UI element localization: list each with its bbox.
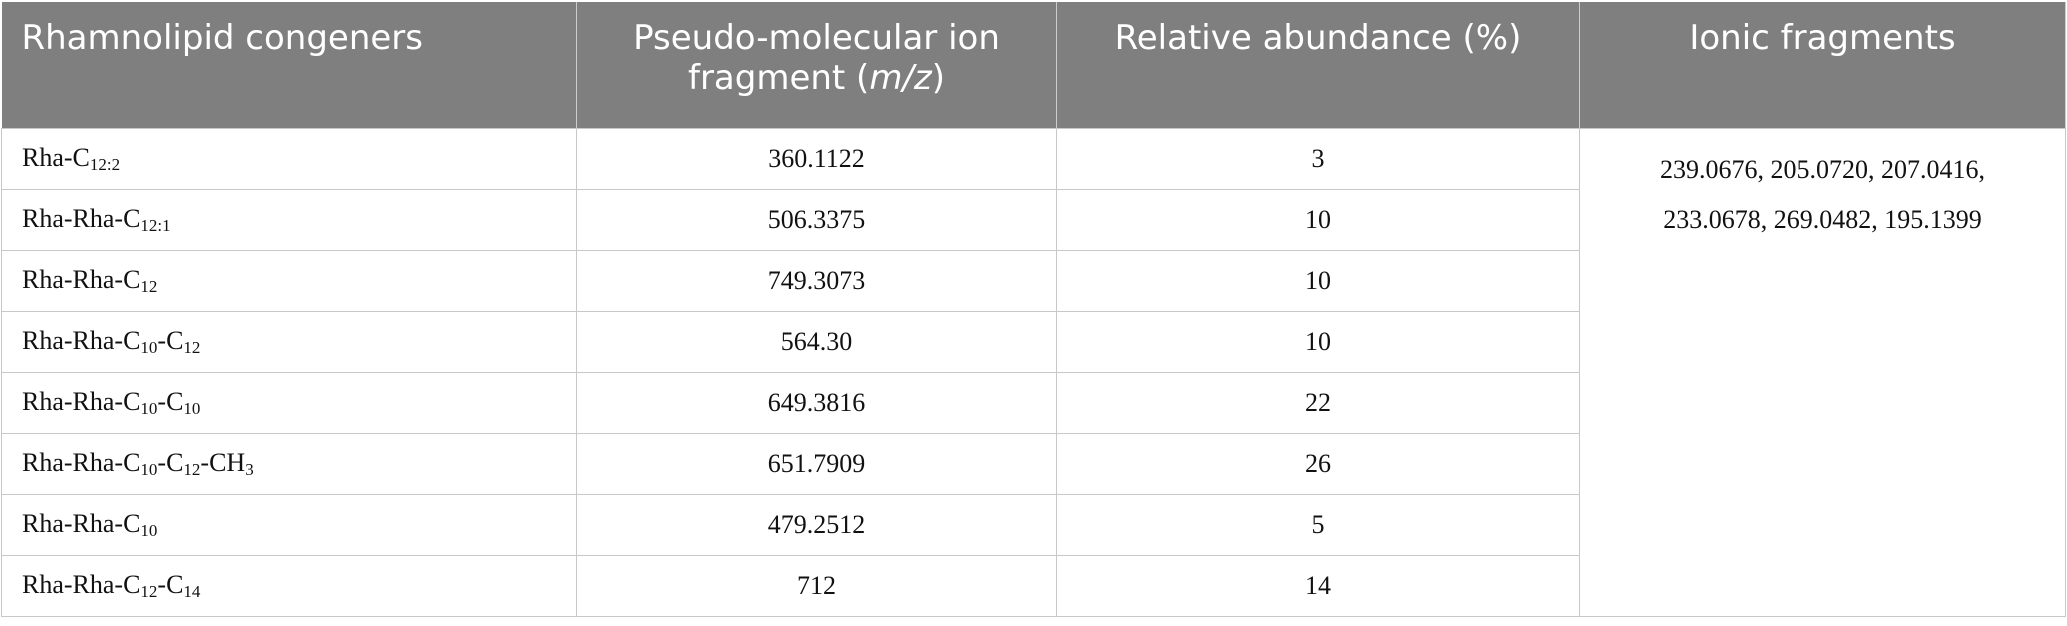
- ion-value: 479.2512: [767, 510, 866, 539]
- ion-value: 651.7909: [767, 449, 866, 478]
- ion-value: 749.3073: [767, 266, 866, 295]
- abundance-cell: 5: [1056, 494, 1580, 556]
- congener-cell: Rha-Rha-C12: [1, 250, 577, 312]
- abundance-value: 10: [1305, 205, 1331, 234]
- ion-cell: 749.3073: [576, 250, 1057, 312]
- text: -C: [157, 387, 184, 416]
- subscript: 10: [140, 521, 158, 540]
- text: Rha-Rha-C: [22, 204, 141, 233]
- fragment-line: 239.0676, 205.0720, 207.0416,: [1660, 155, 1985, 184]
- table-row: Rha-Rha-C10 479.2512 5: [1, 494, 2066, 556]
- table-row: Rha-Rha-C10-C12 564.30 10: [1, 311, 2066, 373]
- abundance-cell: 10: [1056, 189, 1580, 251]
- italic-text: m/z: [869, 58, 932, 98]
- congener-cell: Rha-Rha-C10-C12: [1, 311, 577, 373]
- subscript: 10: [140, 399, 158, 418]
- subscript: 12: [183, 338, 201, 357]
- ion-cell: 479.2512: [576, 494, 1057, 556]
- text: Ionic fragments: [1689, 18, 1956, 58]
- abundance-cell: 26: [1056, 433, 1580, 495]
- text: Rha-Rha-C: [22, 570, 141, 599]
- ionic-fragments-cell: 239.0676, 205.0720, 207.0416, 233.0678, 2…: [1579, 128, 2066, 617]
- text: Pseudo-molecular ion fragment (: [633, 18, 1000, 98]
- text: Rha-Rha-C: [22, 265, 141, 294]
- text: Rha-Rha-C: [22, 387, 141, 416]
- text: Rha-Rha-C: [22, 326, 141, 355]
- text: Rha-Rha-C: [22, 448, 141, 477]
- subscript: 10: [140, 338, 158, 357]
- ion-value: 649.3816: [767, 388, 866, 417]
- subscript: 12:2: [89, 155, 121, 174]
- abundance-cell: 10: [1056, 311, 1580, 373]
- ion-value: 712: [797, 571, 836, 600]
- table-row: Rha-Rha-C12-C14 712 14: [1, 555, 2066, 617]
- subscript: 3: [245, 460, 254, 479]
- header-cell: Ionic fragments: [1579, 2, 2066, 129]
- text: -C: [157, 448, 184, 477]
- header-cell: Pseudo-molecular ion fragment (m/z): [576, 2, 1057, 129]
- subscript: 12: [140, 277, 158, 296]
- text: Rha-C: [22, 143, 90, 172]
- congener-cell: Rha-Rha-C12-C14: [1, 555, 577, 617]
- ion-cell: 712: [576, 555, 1057, 617]
- abundance-value: 26: [1305, 449, 1331, 478]
- subscript: 14: [183, 582, 201, 601]
- header-cell: Relative abundance (%): [1056, 2, 1580, 129]
- ion-cell: 564.30: [576, 311, 1057, 373]
- table-row: Rha-Rha-C12:1 506.3375 10: [1, 189, 2066, 251]
- ion-value: 564.30: [780, 327, 853, 356]
- header-cell: Rhamnolipid congeners: [1, 2, 577, 129]
- abundance-cell: 22: [1056, 372, 1580, 434]
- table-row: Rha-C12:2 360.1122 3 239.0676, 205.0720, 20…: [1, 128, 2066, 617]
- text: ): [931, 58, 946, 98]
- text: Rha-Rha-C: [22, 509, 141, 538]
- text: -C: [157, 570, 184, 599]
- text: -C: [157, 326, 184, 355]
- ion-value: 506.3375: [767, 205, 866, 234]
- congener-cell: Rha-Rha-C10-C12-CH3: [1, 433, 577, 495]
- abundance-value: 14: [1305, 571, 1331, 600]
- congener-cell: Rha-Rha-C10: [1, 494, 577, 556]
- subscript: 12: [183, 460, 201, 479]
- congener-cell: Rha-Rha-C12:1: [1, 189, 577, 251]
- ion-cell: 649.3816: [576, 372, 1057, 434]
- ion-cell: 651.7909: [576, 433, 1057, 495]
- congener-cell: Rha-Rha-C10-C10: [1, 372, 577, 434]
- ion-cell: 506.3375: [576, 189, 1057, 251]
- ion-cell: 360.1122: [576, 128, 1057, 190]
- text: Relative abundance (%): [1114, 18, 1522, 58]
- fragment-line: 233.0678, 269.0482, 195.1399: [1663, 205, 1982, 234]
- congener-cell: Rha-C12:2: [1, 128, 577, 190]
- header-row: Rhamnolipid congeners Pseudo-molecular io…: [1, 2, 2066, 129]
- abundance-cell: 14: [1056, 555, 1580, 617]
- text: Rhamnolipid congeners: [21, 18, 424, 58]
- abundance-cell: 10: [1056, 250, 1580, 312]
- abundance-value: 5: [1311, 510, 1325, 539]
- subscript: 12: [140, 582, 158, 601]
- abundance-value: 22: [1305, 388, 1331, 417]
- text: -CH: [200, 448, 246, 477]
- subscript: 10: [140, 460, 158, 479]
- abundance-value: 10: [1305, 327, 1331, 356]
- ion-value: 360.1122: [768, 144, 865, 173]
- subscript: 12:1: [140, 216, 171, 235]
- abundance-value: 3: [1311, 144, 1325, 173]
- abundance-value: 10: [1305, 266, 1331, 295]
- abundance-cell: 3: [1056, 128, 1580, 190]
- subscript: 10: [183, 399, 201, 418]
- table-row: Rha-Rha-C10-C10 649.3816 22: [1, 372, 2066, 434]
- table-row: Rha-Rha-C10-C12-CH3 651.7909 26: [1, 433, 2066, 495]
